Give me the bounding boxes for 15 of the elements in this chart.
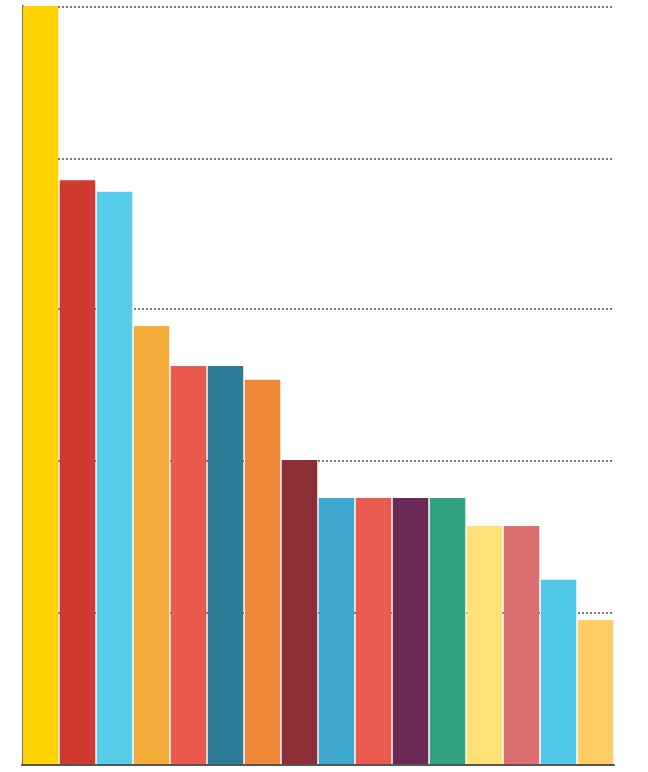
bar: [96, 191, 133, 764]
bar: [318, 497, 355, 764]
bar: [466, 525, 503, 764]
bar: [429, 497, 466, 764]
bar: [540, 579, 577, 764]
bar: [59, 180, 96, 764]
bar: [170, 366, 207, 764]
bar: [207, 366, 244, 764]
bar: [133, 325, 170, 764]
bar: [244, 379, 281, 764]
bar: [355, 497, 392, 764]
bar: [392, 497, 429, 764]
bar: [281, 460, 318, 764]
bar: [503, 525, 540, 764]
bar: [577, 619, 614, 764]
